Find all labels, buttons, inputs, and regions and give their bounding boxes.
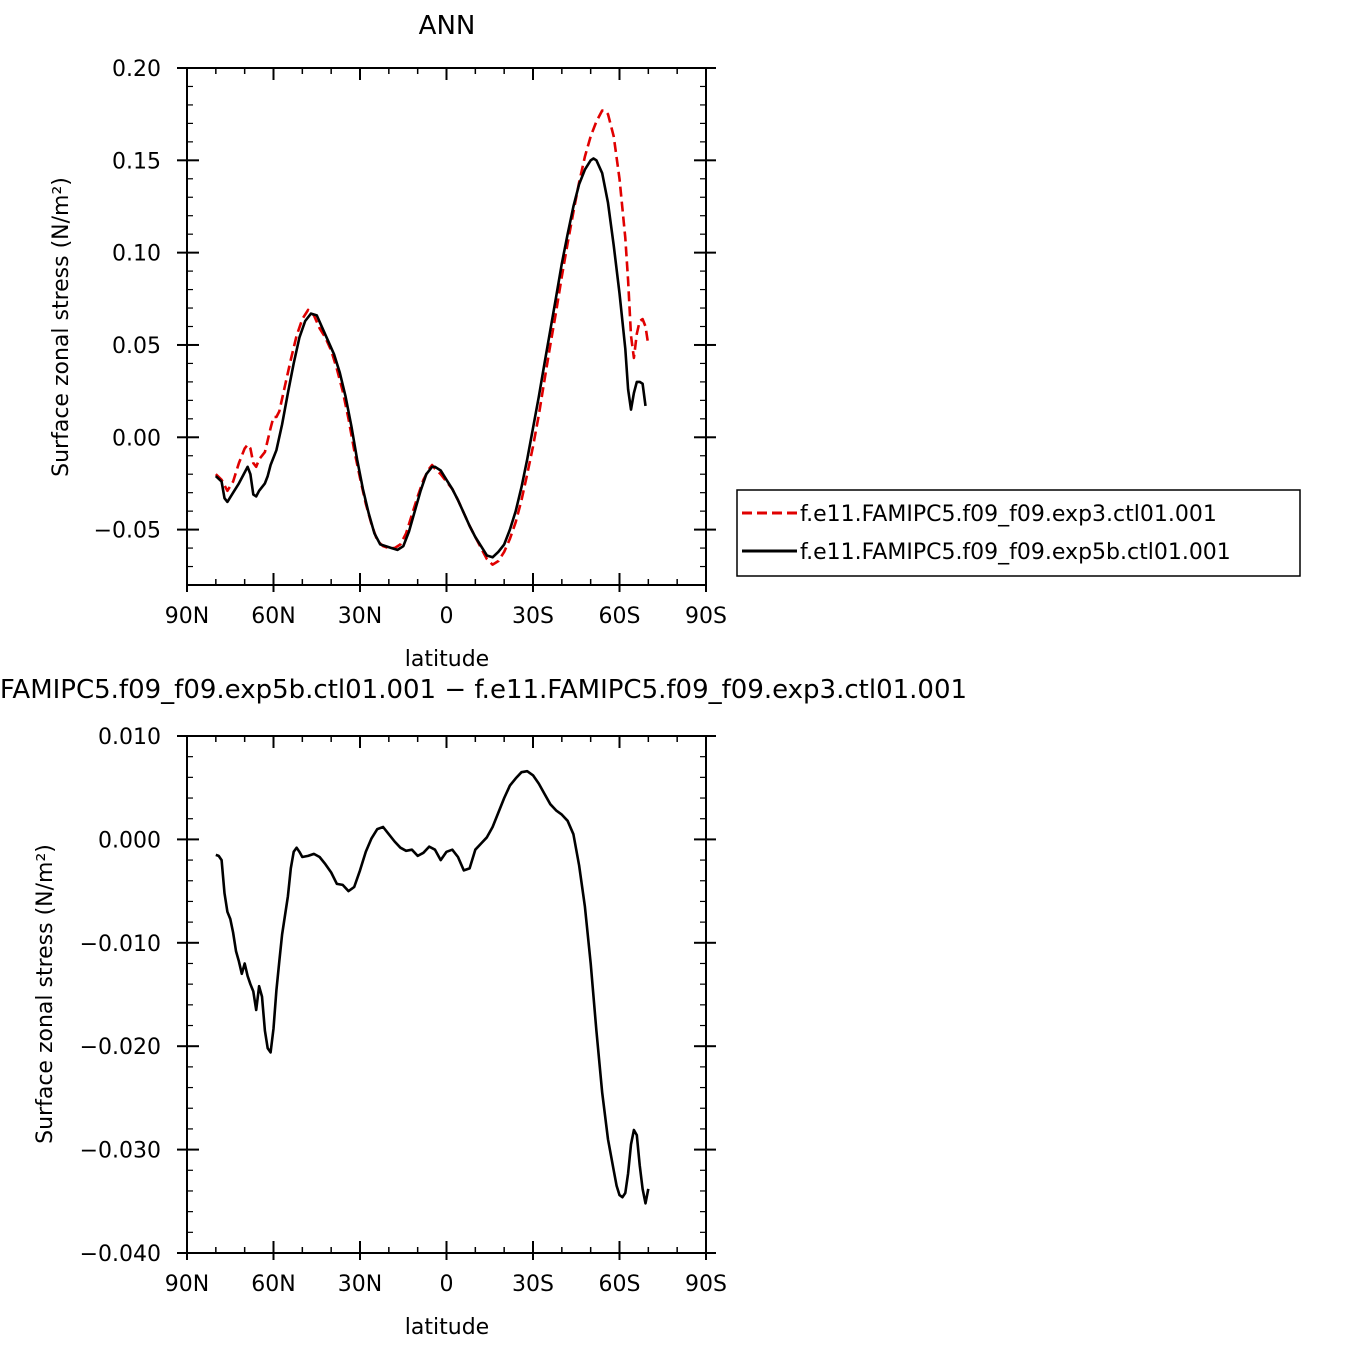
legend: f.e11.FAMIPC5.f09_f09.exp3.ctl01.001 f.e…	[736, 489, 1301, 577]
top-panel-y-tick-label: 0.00	[112, 426, 161, 451]
top-panel-x-tick-label: 30N	[338, 604, 382, 629]
top-panel-y-tick-label: 0.10	[112, 242, 161, 267]
legend-frame	[736, 489, 1301, 577]
bottom-panel-y-tick-label: −0.030	[80, 1139, 161, 1164]
top-panel-y-tick-labels: 0.20 0.15 0.10 0.05 0.00 −0.05	[94, 57, 161, 544]
bottom-panel-y-tick-label: 0.010	[98, 725, 161, 750]
bottom-panel: f.e11.FAMIPC5.f09_f09.exp5b.ctl01.001 − …	[0, 675, 967, 1340]
top-panel-x-tick-label: 60N	[251, 604, 295, 629]
top-panel-y-tick-label: 0.05	[112, 334, 161, 359]
bottom-panel-y-tick-label: −0.020	[80, 1035, 161, 1060]
bottom-panel-series	[215, 769, 650, 1205]
legend-label-exp3: f.e11.FAMIPC5.f09_f09.exp3.ctl01.001	[800, 502, 1217, 527]
bottom-panel-x-tick-label: 30N	[338, 1272, 382, 1297]
top-panel-series-line-1	[214, 157, 647, 559]
bottom-panel-x-tick-label: 0	[440, 1272, 454, 1297]
bottom-panel-xlabel: latitude	[405, 1315, 489, 1340]
top-panel-series	[214, 109, 650, 566]
top-panel: ANN Surface zonal stress (N/m²) latitude…	[49, 11, 727, 672]
top-panel-x-tick-labels: 90N 60N 30N 0 30S 60S 90S	[165, 604, 727, 629]
bottom-panel-x-tick-label: 30S	[512, 1272, 554, 1297]
top-panel-series-line-0	[214, 109, 650, 566]
top-panel-x-tick-label: 90N	[165, 604, 209, 629]
top-panel-x-tick-label: 30S	[512, 604, 554, 629]
bottom-panel-plot-frame	[186, 735, 707, 1254]
bottom-panel-x-tick-label: 90N	[165, 1272, 209, 1297]
bottom-panel-ylabel: Surface zonal stress (N/m²)	[33, 844, 58, 1144]
top-panel-ticks	[177, 67, 716, 592]
bottom-panel-series-line-0	[215, 769, 650, 1205]
bottom-panel-x-tick-label: 90S	[685, 1272, 727, 1297]
bottom-panel-y-tick-labels: 0.010 0.000 −0.010 −0.020 −0.030 −0.040	[80, 725, 161, 1267]
top-panel-y-tick-label: −0.05	[94, 519, 161, 544]
bottom-panel-x-tick-label: 60S	[599, 1272, 641, 1297]
top-panel-x-tick-label: 90S	[685, 604, 727, 629]
bottom-panel-y-tick-label: −0.010	[80, 932, 161, 957]
bottom-panel-y-tick-label: −0.040	[80, 1242, 161, 1267]
legend-label-exp5b: f.e11.FAMIPC5.f09_f09.exp5b.ctl01.001	[800, 540, 1231, 565]
bottom-panel-title: f.e11.FAMIPC5.f09_f09.exp5b.ctl01.001 − …	[0, 675, 967, 705]
top-panel-title: ANN	[419, 11, 476, 41]
top-panel-y-tick-label: 0.15	[112, 149, 161, 174]
top-panel-xlabel: latitude	[405, 647, 489, 672]
bottom-panel-y-tick-label: 0.000	[98, 828, 161, 853]
top-panel-ylabel: Surface zonal stress (N/m²)	[49, 177, 74, 477]
top-panel-x-tick-label: 0	[440, 604, 454, 629]
bottom-panel-x-tick-label: 60N	[251, 1272, 295, 1297]
bottom-panel-x-tick-labels: 90N 60N 30N 0 30S 60S 90S	[165, 1272, 727, 1297]
top-panel-y-tick-label: 0.20	[112, 57, 161, 82]
top-panel-x-tick-label: 60S	[599, 604, 641, 629]
top-panel-plot-frame	[186, 67, 707, 586]
